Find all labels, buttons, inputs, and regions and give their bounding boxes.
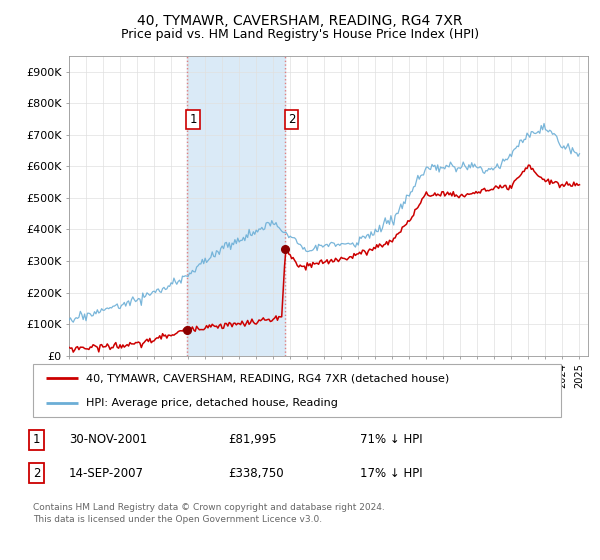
Text: 17% ↓ HPI: 17% ↓ HPI xyxy=(360,466,422,480)
Text: 1: 1 xyxy=(190,113,197,125)
Text: 40, TYMAWR, CAVERSHAM, READING, RG4 7XR (detached house): 40, TYMAWR, CAVERSHAM, READING, RG4 7XR … xyxy=(86,374,449,384)
Text: HPI: Average price, detached house, Reading: HPI: Average price, detached house, Read… xyxy=(86,398,338,408)
Text: 30-NOV-2001: 30-NOV-2001 xyxy=(69,433,147,446)
Text: 40, TYMAWR, CAVERSHAM, READING, RG4 7XR: 40, TYMAWR, CAVERSHAM, READING, RG4 7XR xyxy=(137,14,463,28)
Text: 1: 1 xyxy=(33,433,41,446)
Text: Price paid vs. HM Land Registry's House Price Index (HPI): Price paid vs. HM Land Registry's House … xyxy=(121,28,479,41)
Bar xyxy=(187,56,285,356)
Text: 71% ↓ HPI: 71% ↓ HPI xyxy=(360,433,422,446)
Text: 14-SEP-2007: 14-SEP-2007 xyxy=(69,466,144,480)
Text: Contains HM Land Registry data © Crown copyright and database right 2024.
This d: Contains HM Land Registry data © Crown c… xyxy=(33,503,385,524)
Text: 2: 2 xyxy=(288,113,295,125)
Text: £81,995: £81,995 xyxy=(228,433,277,446)
Text: £338,750: £338,750 xyxy=(228,466,284,480)
Text: 2: 2 xyxy=(33,466,41,480)
